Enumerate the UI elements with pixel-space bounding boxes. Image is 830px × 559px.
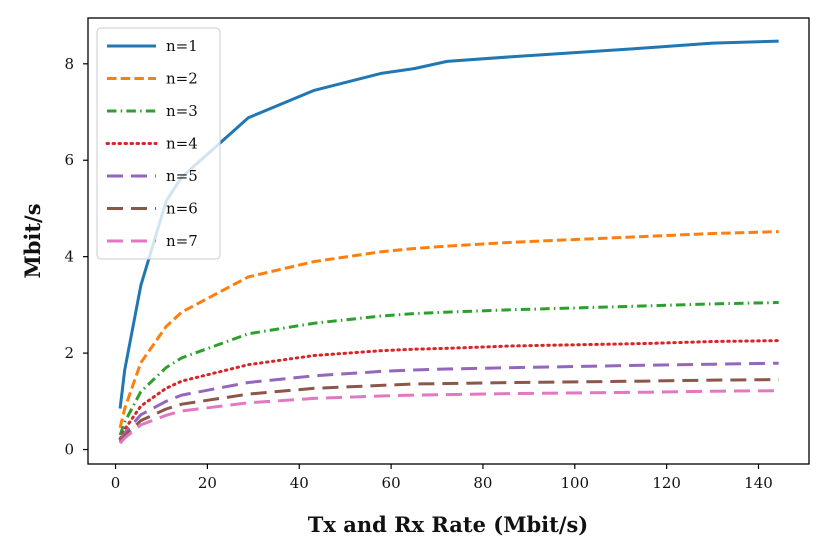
legend-label-n7: n=7	[166, 232, 198, 250]
y-tick-label: 6	[64, 151, 74, 169]
x-tick-label: 20	[198, 474, 217, 492]
series-line-n7	[118, 389, 779, 445]
x-tick-label: 40	[290, 474, 309, 492]
x-tick-label: 0	[111, 474, 121, 492]
series-line-n3	[118, 301, 779, 436]
y-tick-label: 0	[64, 441, 74, 459]
series-line-n4	[118, 339, 781, 441]
x-tick-label: 100	[560, 474, 589, 492]
legend-label-n6: n=6	[166, 200, 198, 218]
x-tick-label: 80	[473, 474, 492, 492]
series-line-n6	[118, 378, 779, 444]
plot-frame	[87, 17, 810, 465]
y-tick-label: 8	[64, 55, 74, 73]
x-tick-label: 60	[382, 474, 401, 492]
legend: n=1 n=2 n=3 n=4 n=5 n=6 n=7	[96, 27, 221, 260]
x-tick-label: 140	[744, 474, 773, 492]
legend-label-n1: n=1	[166, 37, 198, 55]
legend-label-n4: n=4	[166, 135, 198, 153]
legend-label-n5: n=5	[166, 167, 198, 185]
x-tick-label: 120	[652, 474, 681, 492]
legend-label-n3: n=3	[166, 102, 198, 120]
legend-box	[96, 27, 221, 260]
series-line-n1	[118, 39, 779, 409]
series-layer	[118, 39, 781, 445]
y-tick-label: 4	[64, 248, 74, 266]
y-tick-label: 2	[64, 344, 74, 362]
series-line-n5	[118, 361, 779, 442]
ticks-layer: 0 20 40 60 80 100 120 140 0 2 4 6 8	[64, 55, 772, 492]
x-axis-title: Tx and Rx Rate (Mbit/s)	[308, 512, 589, 537]
legend-label-n2: n=2	[166, 70, 198, 88]
series-line-n2	[118, 230, 779, 429]
y-axis-title: Mbit/s	[20, 203, 45, 278]
